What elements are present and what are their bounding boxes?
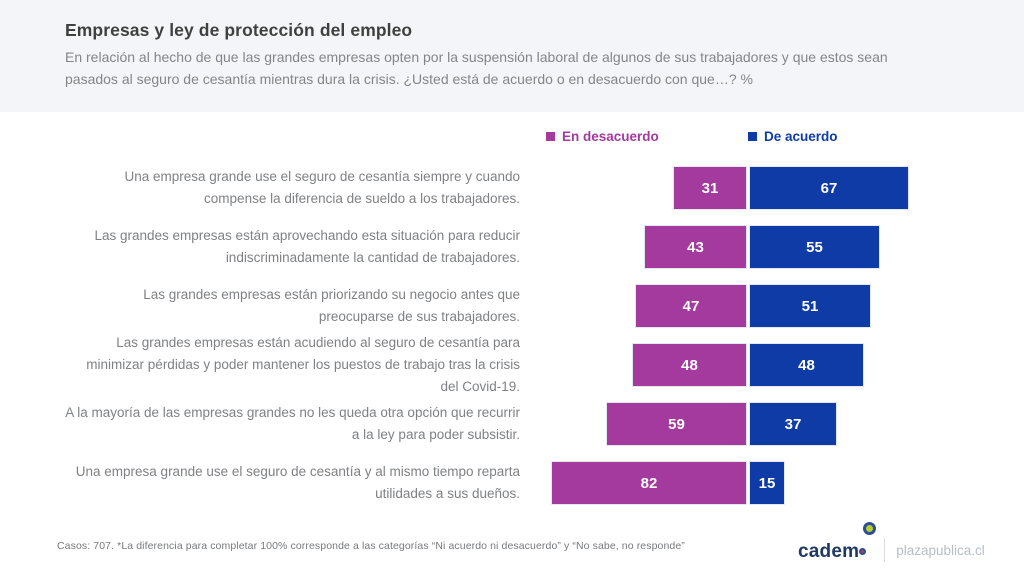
bar-en-desacuerdo: 43: [644, 225, 747, 269]
chart-row: Las grandes empresas están aprovechando …: [0, 225, 1024, 269]
bar-en-desacuerdo: 59: [606, 402, 747, 446]
bar-en-desacuerdo: 82: [551, 461, 747, 505]
bar-value: 15: [758, 474, 776, 492]
bar-de-acuerdo: 37: [749, 402, 837, 446]
legend: En desacuerdo De acuerdo: [0, 129, 1024, 149]
footnote: Casos: 707. *La diferencia para completa…: [57, 540, 685, 552]
bar-value: 59: [668, 415, 685, 433]
cadem-logo-rings-icon: [859, 522, 877, 557]
bar-value: 47: [682, 297, 700, 315]
bar-value: 31: [701, 179, 719, 197]
category-label: Las grandes empresas están acudiendo al …: [86, 335, 520, 394]
page-subtitle: En relación al hecho de que las grandes …: [65, 49, 888, 87]
cadem-logo: cadem: [798, 522, 877, 567]
category-label: A la mayoría de las empresas grandes no …: [65, 405, 520, 442]
bar-de-acuerdo: 67: [749, 166, 909, 210]
bar-value: 43: [687, 238, 704, 256]
header: Empresas y ley de protección del empleo …: [0, 0, 1024, 112]
bar-de-acuerdo: 51: [749, 284, 871, 328]
bar-en-desacuerdo: 47: [635, 284, 747, 328]
bar-de-acuerdo: 15: [749, 461, 785, 505]
bar-value: 55: [806, 238, 823, 256]
category-label: Una empresa grande use el seguro de cesa…: [75, 464, 520, 501]
bar-value: 67: [820, 179, 838, 197]
chart-row: A la mayoría de las empresas grandes no …: [0, 402, 1024, 446]
bar-value: 37: [784, 415, 802, 433]
bar-en-desacuerdo: 48: [632, 343, 747, 387]
chart-row: Una empresa grande use el seguro de cesa…: [0, 461, 1024, 505]
chart-row: Las grandes empresas están priorizando s…: [0, 284, 1024, 328]
legend-item-de-acuerdo: De acuerdo: [748, 129, 838, 144]
page-title: Empresas y ley de protección del empleo: [65, 20, 413, 40]
chart-row: Las grandes empresas están acudiendo al …: [0, 335, 1024, 394]
bar-de-acuerdo: 55: [749, 225, 880, 269]
bar-de-acuerdo: 48: [749, 343, 864, 387]
plazapublica-link[interactable]: plazapublica.cl: [896, 542, 985, 558]
bar-value: 48: [681, 356, 698, 374]
bar-value: 48: [798, 356, 815, 374]
cadem-wordmark: cadem: [798, 541, 860, 562]
legend-item-en-desacuerdo: En desacuerdo: [546, 129, 659, 144]
legend-swatch-magenta-icon: [546, 132, 555, 141]
legend-label-en-desacuerdo: En desacuerdo: [562, 129, 659, 144]
category-label: Las grandes empresas están aprovechando …: [94, 228, 520, 265]
legend-swatch-blue-icon: [748, 132, 757, 141]
bar-value: 51: [801, 297, 819, 315]
chart-row: Una empresa grande use el seguro de cesa…: [0, 166, 1024, 210]
brand-separator: [884, 538, 886, 562]
legend-label-de-acuerdo: De acuerdo: [764, 129, 838, 144]
bar-en-desacuerdo: 31: [673, 166, 747, 210]
category-label: Una empresa grande use el seguro de cesa…: [124, 169, 521, 206]
brand-area: cadem plazapublica.cl: [798, 522, 985, 567]
bar-value: 82: [640, 474, 658, 492]
category-label: Las grandes empresas están priorizando s…: [143, 287, 520, 324]
